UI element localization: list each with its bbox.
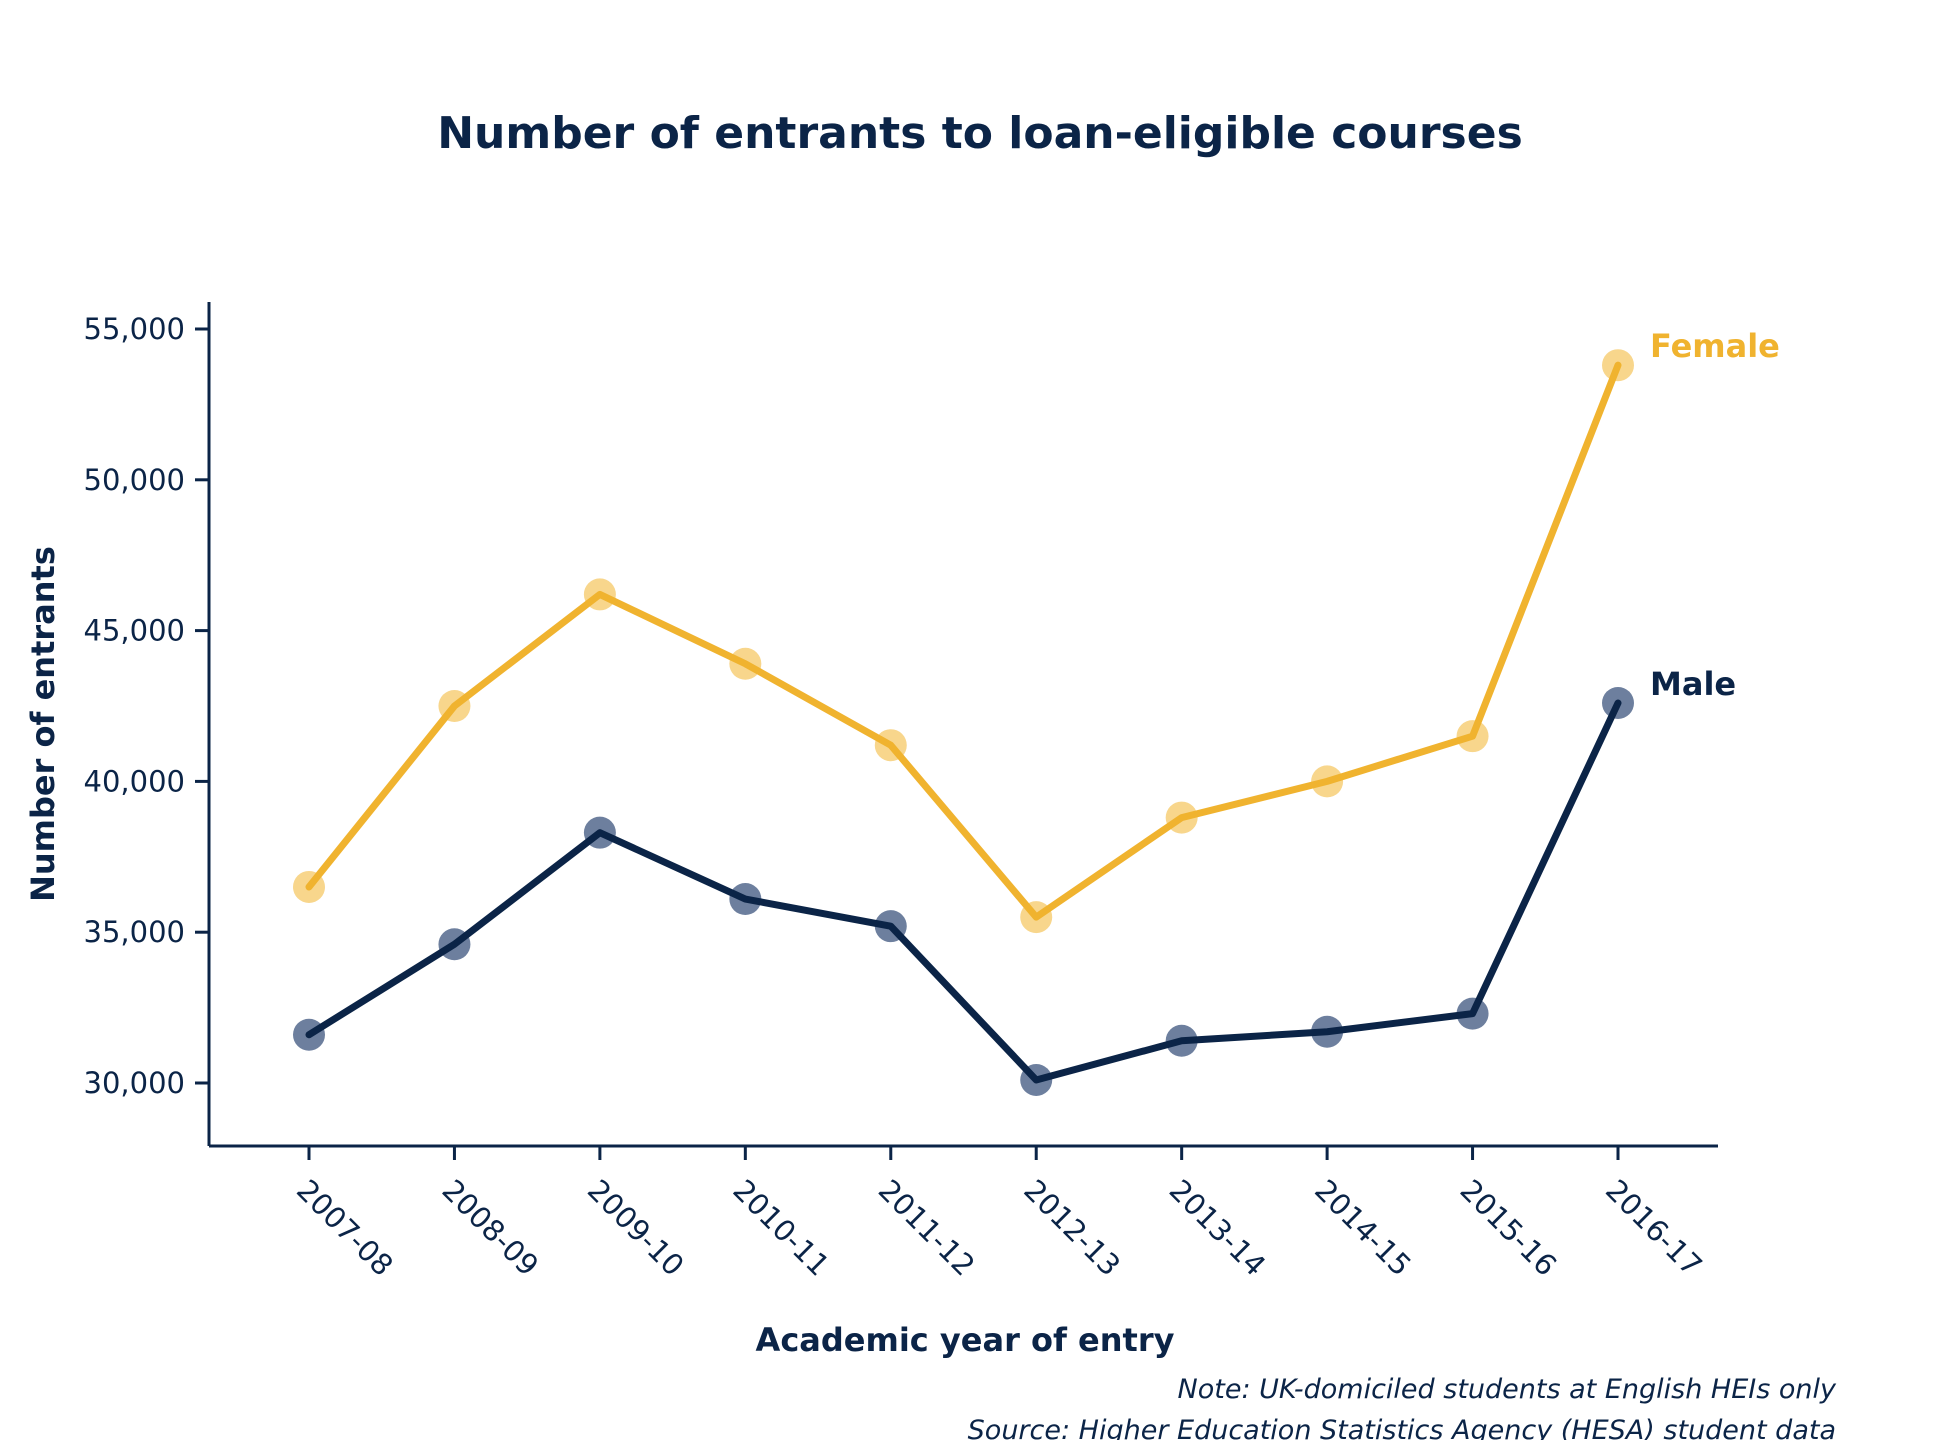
- x-tick-label: 2012-13: [1017, 1173, 1127, 1283]
- male-series-label: Male: [1650, 665, 1736, 703]
- x-tick-label: 2010-11: [726, 1173, 836, 1283]
- x-tick-label: 2009-10: [581, 1173, 691, 1283]
- female-series-line: [305, 361, 1622, 921]
- y-tick-label: 35,000: [84, 915, 185, 949]
- x-tick-label: 2015-16: [1454, 1173, 1564, 1283]
- y-tick-label: 55,000: [84, 312, 185, 346]
- chart-title: Number of entrants to loan-eligible cour…: [437, 108, 1523, 159]
- x-tick-label: 2014-15: [1308, 1173, 1418, 1283]
- x-tick-label: 2016-17: [1599, 1173, 1709, 1283]
- y-axis-ticks: 30,000 35,000 40,000 45,000 50,000 55,000: [84, 312, 209, 1100]
- series-layer: Female Male: [293, 327, 1780, 1096]
- source-text: Source: Higher Education Statistics Agen…: [968, 1415, 1836, 1440]
- x-tick-label: 2008-09: [435, 1173, 545, 1283]
- x-axis-title: Academic year of entry: [756, 1321, 1175, 1359]
- y-tick-label: 30,000: [84, 1066, 185, 1100]
- y-tick-label: 40,000: [84, 764, 185, 798]
- x-tick-label: 2007-08: [290, 1173, 400, 1283]
- x-axis-ticks: 2007-08 2008-09 2009-10 2010-11 2011-12 2012-…: [290, 1146, 1709, 1283]
- y-tick-label: 50,000: [84, 463, 185, 497]
- female-series-label: Female: [1650, 327, 1780, 365]
- note-text: Note: UK-domiciled students at English H…: [1178, 1374, 1837, 1405]
- y-axis-title: Number of entrants: [24, 546, 62, 902]
- x-tick-label: 2013-14: [1163, 1173, 1273, 1283]
- male-series-line: [305, 699, 1622, 1084]
- x-tick-label: 2011-12: [872, 1173, 982, 1283]
- y-tick-label: 45,000: [84, 614, 185, 648]
